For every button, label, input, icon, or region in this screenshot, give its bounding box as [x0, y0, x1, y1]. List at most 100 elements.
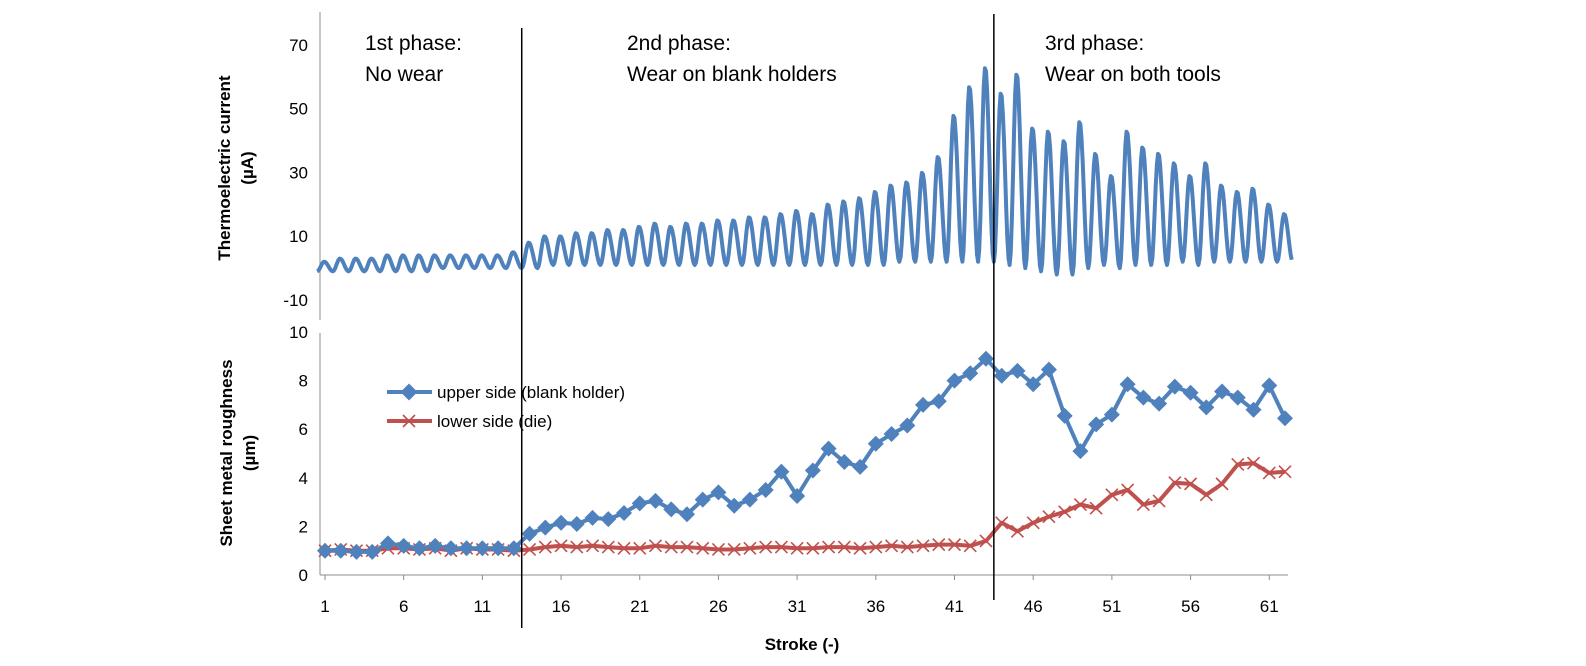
lower-side-point — [790, 541, 804, 555]
upper-side-point — [1229, 389, 1246, 406]
thermoelectric-current-series — [316, 66, 1294, 277]
upper-side-point — [678, 506, 695, 523]
lower-side-point — [1231, 457, 1245, 472]
lower-side-point — [523, 542, 537, 557]
lower-side-point — [979, 534, 993, 548]
upper-side-point — [694, 491, 711, 508]
bottom-y-tick-label: 6 — [299, 420, 308, 439]
bottom-y-axis-unit: (µm) — [240, 435, 259, 471]
lower-side-point — [932, 538, 946, 552]
lower-side-point — [538, 540, 552, 554]
top-y-tick-label: 70 — [289, 36, 308, 55]
upper-side-point — [757, 481, 774, 498]
lower-side-point — [884, 539, 899, 553]
lower-side-point — [963, 539, 977, 553]
lower-side-point — [664, 540, 678, 554]
upper-side-point — [1261, 377, 1278, 394]
top-y-tick-labels: -10 10 30 50 70 — [283, 36, 308, 310]
x-tick-label: 16 — [552, 597, 571, 616]
current-signal-line — [316, 66, 1294, 277]
top-y-tick-label: 10 — [289, 227, 308, 246]
lower-side-series — [318, 456, 1292, 558]
lower-side-point — [1168, 476, 1182, 490]
upper-side-point — [411, 540, 428, 557]
upper-side-point — [883, 426, 900, 443]
upper-side-point — [1277, 410, 1293, 427]
x-tick-label: 21 — [630, 597, 649, 616]
upper-side-point — [537, 519, 554, 536]
bottom-y-axis-label: Sheet metal roughness — [217, 359, 236, 546]
lower-side-point — [1010, 524, 1025, 538]
upper-side-point — [930, 393, 947, 410]
upper-side-point — [490, 540, 507, 557]
bottom-y-tick-labels: 0 2 4 6 8 10 — [289, 323, 308, 585]
lower-side-point — [680, 540, 694, 554]
upper-side-point — [1103, 406, 1120, 423]
upper-side-point — [1245, 401, 1262, 418]
top-y-axis-unit: (µA) — [238, 151, 257, 184]
lower-side-point — [1089, 501, 1103, 515]
lower-side-point — [1105, 488, 1119, 502]
lower-side-point — [1026, 516, 1040, 530]
bottom-y-tick-label: 2 — [299, 517, 308, 536]
x-tick-label: 6 — [399, 597, 408, 616]
upper-side-series — [317, 350, 1293, 560]
lower-side-point — [743, 541, 757, 555]
lower-side-point — [822, 540, 836, 554]
upper-side-point — [1025, 376, 1042, 393]
phase-3-title: 3rd phase: — [1045, 32, 1144, 55]
lower-side-point — [601, 540, 615, 554]
lower-side-point — [837, 540, 851, 554]
lower-side-point — [570, 540, 584, 554]
upper-side-point — [317, 542, 333, 559]
lower-side-point — [900, 540, 914, 554]
legend: upper side (blank holder) lower side (di… — [387, 383, 625, 431]
upper-side-point — [553, 514, 570, 531]
upper-side-point — [568, 515, 585, 532]
lower-side-point — [696, 541, 710, 555]
x-tick-label: 41 — [945, 597, 964, 616]
lower-side-point — [1246, 456, 1261, 470]
top-y-tick-label: 30 — [289, 163, 308, 182]
upper-side-point — [789, 488, 806, 505]
bottom-y-tick-label: 10 — [289, 323, 308, 342]
lower-side-point — [1121, 483, 1135, 497]
phase-1-description: No wear — [365, 63, 443, 86]
upper-side-point — [395, 537, 412, 554]
upper-side-point — [442, 540, 459, 557]
lower-side-point — [916, 539, 930, 553]
upper-side-point — [1214, 383, 1231, 400]
lower-side-point — [947, 538, 962, 552]
top-y-tick-label: 50 — [289, 100, 308, 119]
bottom-y-tick-label: 4 — [299, 469, 308, 488]
upper-side-point — [710, 484, 727, 501]
lower-side-point — [759, 540, 773, 554]
upper-side-point — [820, 440, 837, 457]
x-tick-label: 36 — [866, 597, 885, 616]
upper-side-point — [1151, 395, 1168, 412]
upper-side-point — [1072, 443, 1089, 460]
upper-side-point — [915, 396, 932, 413]
x-tick-label: 11 — [474, 597, 492, 616]
upper-side-point — [1056, 407, 1073, 424]
upper-side-point — [899, 417, 916, 434]
phase-1-title: 1st phase: — [365, 32, 462, 55]
lower-side-point — [711, 542, 726, 557]
upper-side-point — [379, 535, 396, 552]
legend-lower-marker — [402, 414, 416, 428]
upper-side-point — [600, 511, 617, 528]
lower-side-point — [869, 540, 883, 554]
x-tick-labels: 1 6 11 16 21 26 31 36 41 46 51 56 61 — [320, 575, 1279, 616]
upper-side-point — [977, 350, 994, 367]
lower-side-point — [554, 539, 568, 553]
lower-side-point — [1278, 465, 1292, 479]
phase-2-description: Wear on blank holders — [627, 63, 837, 86]
upper-side-point — [348, 543, 365, 560]
lower-side-point — [774, 540, 788, 554]
legend-upper-marker — [400, 383, 418, 401]
upper-side-point — [458, 540, 475, 557]
upper-side-point — [521, 525, 538, 542]
legend-lower-label: lower side (die) — [437, 412, 552, 431]
upper-side-point — [505, 540, 522, 557]
x-axis-label: Stroke (-) — [765, 635, 840, 654]
